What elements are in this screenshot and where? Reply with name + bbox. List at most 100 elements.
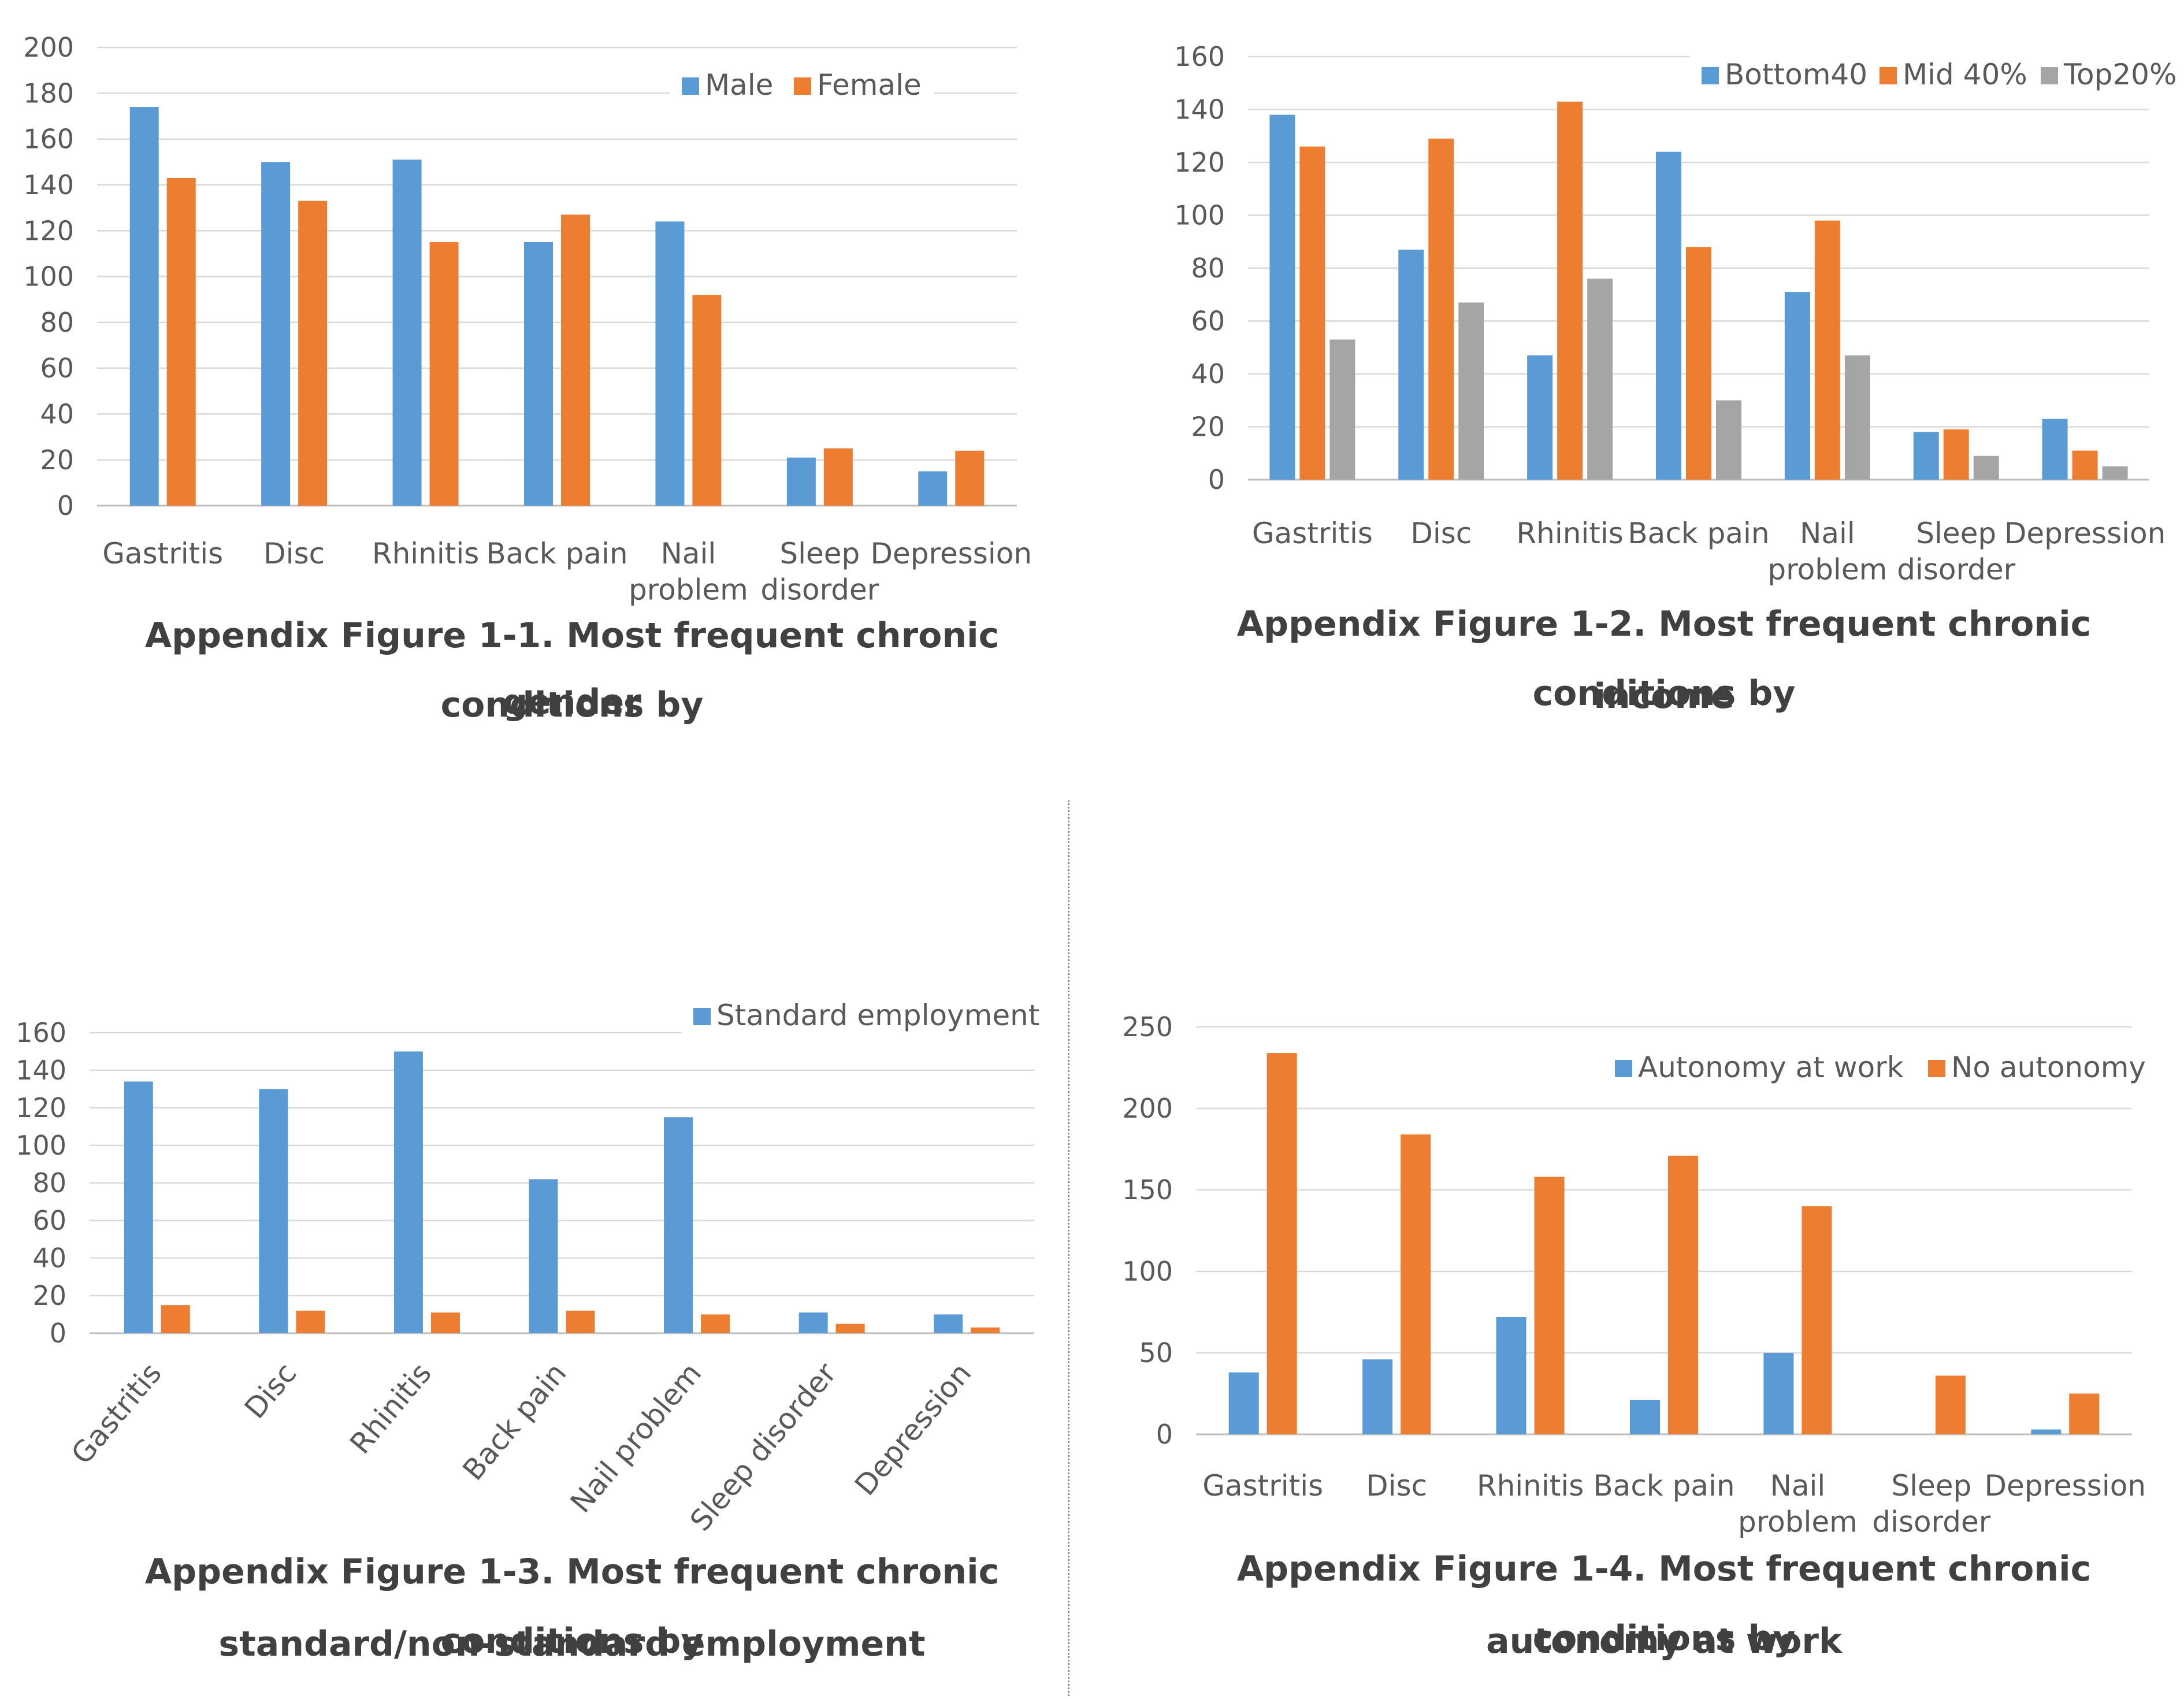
x-category-label: Rhinitis <box>372 537 479 570</box>
y-tick-label: 150 <box>1122 1174 1173 1205</box>
y-tick-label: 60 <box>32 1205 66 1236</box>
y-axis-ticks: 0 20 40 60 80 100 120 140 160 <box>16 1017 66 1349</box>
x-category-label: Back pain <box>456 1356 573 1486</box>
bar-mid-40--depression <box>2072 450 2098 480</box>
x-category-label: problem <box>1767 553 1887 587</box>
bar-standard-employment-disc <box>259 1089 288 1333</box>
y-tick-label: 60 <box>40 353 74 384</box>
bar-top20--nail-problem <box>1844 355 1870 480</box>
x-category-label: Gastritis <box>1202 1469 1323 1503</box>
bar-female-disc <box>298 201 328 506</box>
bar-standard-employment-rhinitis <box>393 1051 423 1333</box>
figure-1-2-caption-line-2: income <box>1594 676 1734 717</box>
x-category-label: Gastritis <box>1252 517 1373 550</box>
legend-swatch <box>1880 67 1897 84</box>
y-tick-label: 0 <box>1156 1419 1173 1450</box>
legend-background <box>1690 53 2179 97</box>
figure-1-3-chart: 0 20 40 60 80 100 120 140 160 Gastritis Disc Rhinit… <box>16 994 1050 1537</box>
figure-1-1-caption-line-1: Appendix Figure 1-1. Most frequent chron… <box>144 615 1000 725</box>
y-tick-label: 0 <box>1208 464 1225 495</box>
x-category-label: Nail <box>661 537 716 570</box>
y-tick-label: 40 <box>32 1242 66 1274</box>
bar-no-autonomy-nail-problem <box>1802 1206 1832 1434</box>
bar-top20--rhinitis <box>1587 279 1613 480</box>
bar-series-2-rhinitis <box>430 1312 460 1333</box>
legend-label: Female <box>817 68 922 102</box>
y-tick-label: 250 <box>1122 1011 1173 1043</box>
bar-standard-employment-nail-problem <box>664 1117 693 1333</box>
x-category-label: Depression <box>1985 1469 2146 1503</box>
bar-top20--back-pain <box>1716 400 1741 480</box>
bar-standard-employment-sleep-disorder <box>798 1312 828 1333</box>
bar-bottom40-disc <box>1398 249 1424 480</box>
legend-swatch <box>693 1008 711 1025</box>
bar-series-2-gastritis <box>161 1305 190 1333</box>
bar-bottom40-rhinitis <box>1527 355 1553 480</box>
bar-bottom40-depression <box>2042 418 2068 480</box>
bar-mid-40--nail-problem <box>1814 220 1840 480</box>
bar-male-depression <box>918 471 948 506</box>
legend-swatch <box>794 77 811 95</box>
x-category-label: Nail <box>1770 1469 1826 1503</box>
bar-male-rhinitis <box>392 159 422 506</box>
figure-1-4-caption-line-2: autonomy at work <box>1486 1621 1842 1661</box>
bar-series-2-back-pain <box>566 1311 595 1333</box>
legend: Standard employment <box>682 994 1050 1037</box>
bar-bottom40-back-pain <box>1656 151 1681 480</box>
x-category-label: Disc <box>238 1356 303 1425</box>
bar-mid-40--rhinitis <box>1557 101 1583 480</box>
figure-1-3-panel: 0 20 40 60 80 100 120 140 160 Gastritis Disc Rhinit… <box>0 850 1092 1699</box>
legend-background <box>682 994 1050 1037</box>
x-category-label: Gastritis <box>102 537 223 570</box>
figure-1-2-chart: 0 20 40 60 80 100 120 140 160 Gastritis Disc Rhinit… <box>1174 41 2179 587</box>
figure-1-1-caption-line-2: gender <box>503 682 641 722</box>
bar-bottom40-sleep-disorder <box>1913 432 1939 480</box>
bar-series-2-sleep-disorder <box>835 1323 865 1333</box>
bar-female-back-pain <box>561 214 590 506</box>
legend: Male Female <box>670 64 934 107</box>
y-axis-ticks: 0 50 100 150 200 250 <box>1122 1011 1173 1450</box>
legend: Bottom40 Mid 40% Top20% <box>1690 53 2179 97</box>
gridlines <box>90 1032 1034 1334</box>
bar-bottom40-nail-problem <box>1784 292 1810 480</box>
bar-top20--disc <box>1458 302 1484 480</box>
y-tick-label: 60 <box>1191 306 1225 337</box>
bar-autonomy-at-work-gastritis <box>1228 1372 1259 1434</box>
y-tick-label: 80 <box>40 307 74 338</box>
legend-swatch <box>1702 67 1719 84</box>
bar-mid-40--sleep-disorder <box>1943 429 1969 480</box>
x-category-label: Rhinitis <box>1477 1469 1584 1503</box>
y-tick-label: 160 <box>16 1017 66 1048</box>
bar-standard-employment-gastritis <box>124 1081 153 1333</box>
y-tick-label: 20 <box>1191 411 1225 443</box>
bar-mid-40--disc <box>1428 138 1454 480</box>
gridlines <box>97 46 1017 507</box>
bar-top20--sleep-disorder <box>1973 455 1999 480</box>
bar-no-autonomy-gastritis <box>1266 1053 1297 1434</box>
y-tick-label: 50 <box>1139 1337 1173 1368</box>
x-category-label: Rhinitis <box>1516 517 1623 550</box>
y-tick-label: 200 <box>23 32 74 63</box>
panel-divider <box>1068 800 1069 1696</box>
bar-male-disc <box>261 162 291 506</box>
legend-swatch <box>1615 1060 1632 1077</box>
x-category-label: Nail problem <box>564 1356 708 1519</box>
y-tick-label: 100 <box>1174 200 1225 231</box>
y-tick-label: 40 <box>1191 358 1225 389</box>
bar-series-2-disc <box>296 1311 325 1333</box>
y-tick-label: 180 <box>23 77 74 109</box>
y-tick-label: 120 <box>16 1092 66 1123</box>
bar-series-2-nail-problem <box>701 1314 730 1333</box>
bar-female-rhinitis <box>429 242 459 506</box>
bar-male-back-pain <box>524 242 553 506</box>
y-tick-label: 80 <box>32 1167 66 1199</box>
bar-mid-40--gastritis <box>1299 146 1325 480</box>
y-tick-label: 120 <box>23 215 74 246</box>
y-tick-label: 80 <box>1191 253 1225 284</box>
x-category-label: Sleep disorder <box>684 1356 843 1537</box>
y-tick-label: 100 <box>23 261 74 292</box>
bar-bottom40-gastritis <box>1269 114 1295 480</box>
figure-1-2-panel: 0 20 40 60 80 100 120 140 160 Gastritis Disc Rhinit… <box>1092 0 2184 850</box>
y-axis-ticks: 0 20 40 60 80 100 120 140 160 <box>1174 41 1225 495</box>
x-category-label: Disc <box>263 537 325 570</box>
